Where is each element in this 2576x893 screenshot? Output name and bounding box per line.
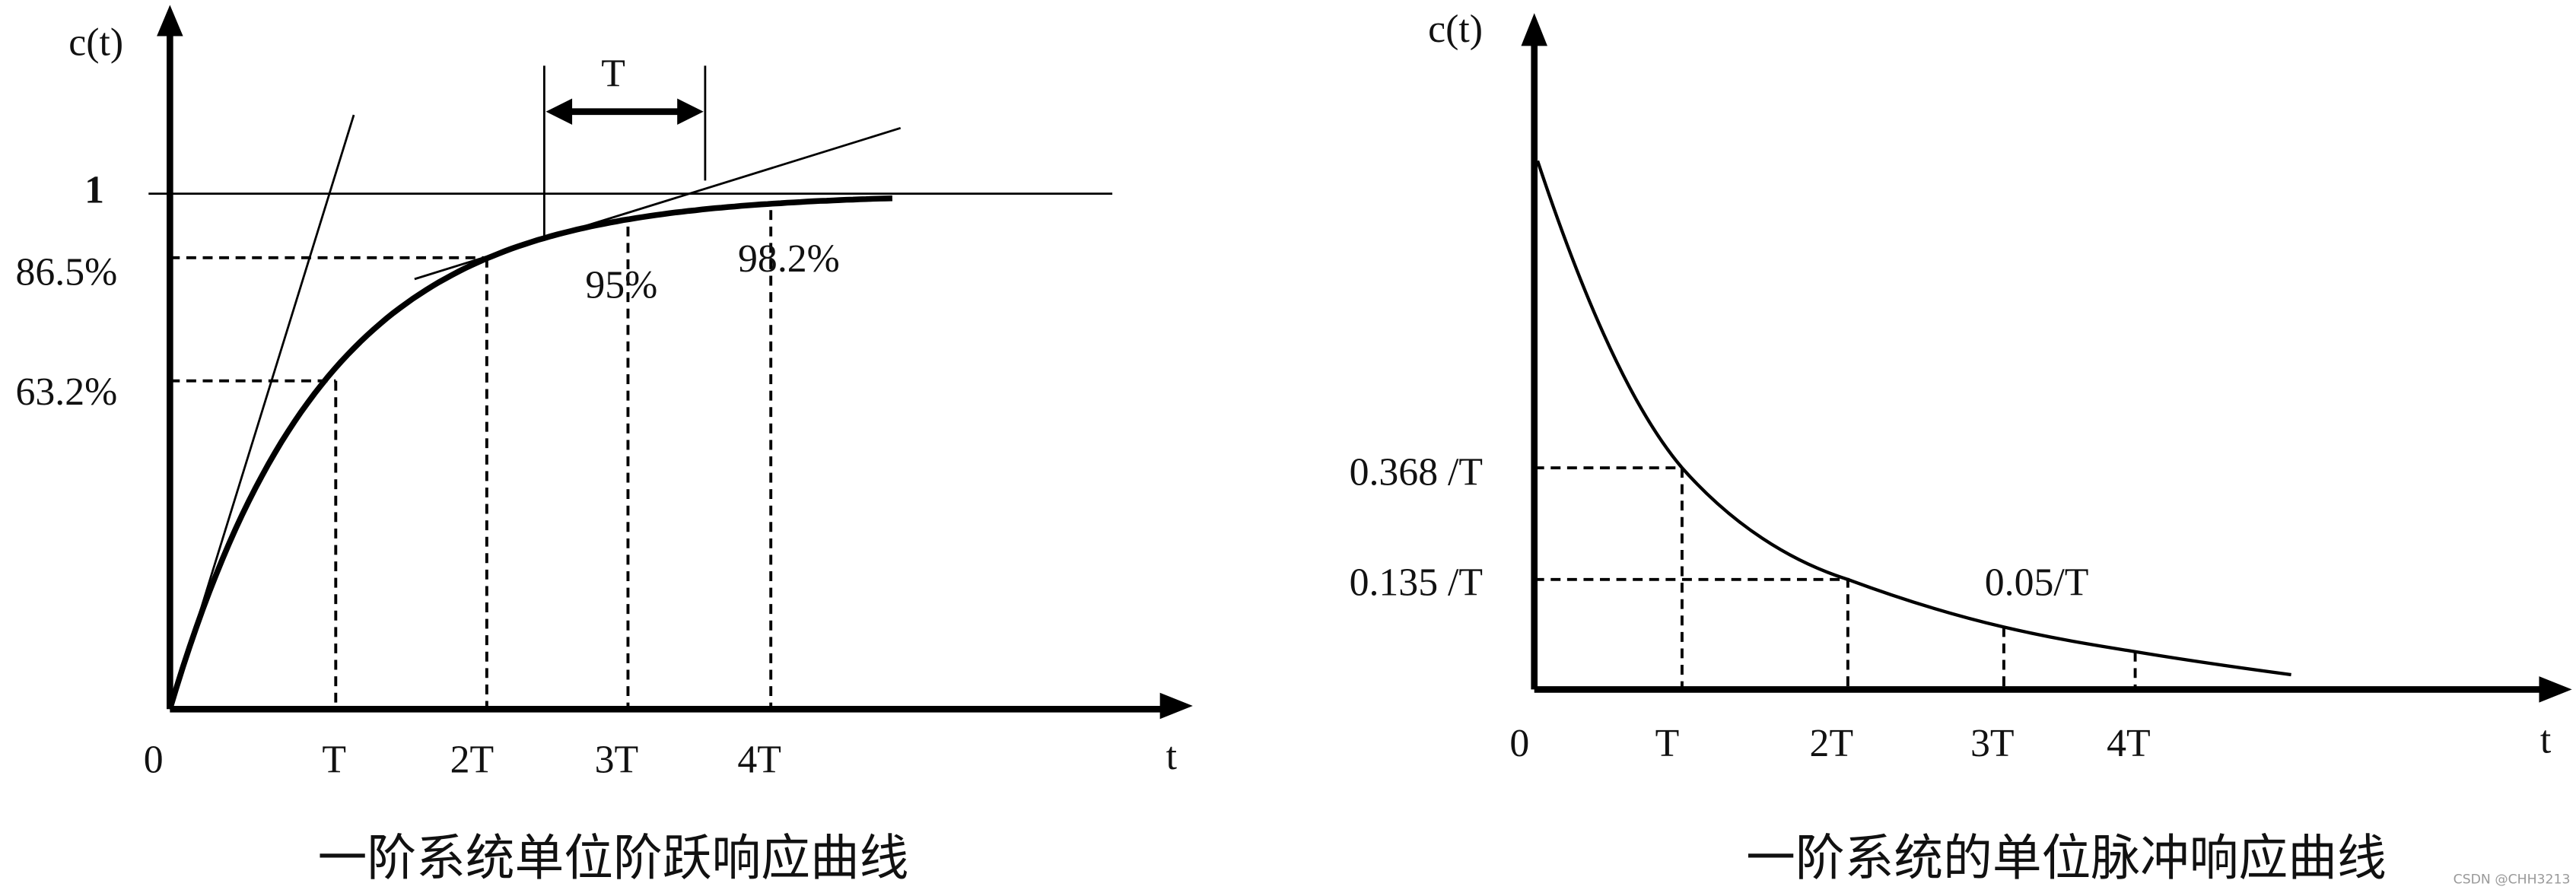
label: 98.2% <box>738 237 840 281</box>
caption: 一阶系统单位阶跃响应曲线 <box>318 831 909 886</box>
arrow <box>545 98 573 126</box>
tick: T <box>1655 722 1680 765</box>
arrow <box>1159 692 1193 720</box>
caption: 一阶系统的单位脉冲响应曲线 <box>1746 831 2387 886</box>
arrow <box>157 5 183 37</box>
label: 86.5% <box>15 250 117 294</box>
tick: 2T <box>450 738 495 781</box>
bracket-label: T <box>601 52 625 95</box>
impulse-chart: c(t) 0.368 /T 0.135 /T 0.05/T 0 T 2T 3T … <box>1350 8 2572 886</box>
tick: 3T <box>1970 722 2015 765</box>
arrow <box>2539 676 2572 703</box>
label: 0.135 /T <box>1350 561 1483 604</box>
step-chart: c(t) 1 86.5% 63.2% 95% 98.2% T 0 T 2T 3T… <box>15 5 1193 886</box>
level-label: 1 <box>84 169 104 212</box>
step-curve <box>167 195 892 710</box>
guide-lines <box>170 210 773 710</box>
tick: 4T <box>737 738 781 781</box>
arrow <box>1521 13 1547 46</box>
y-label: c(t) <box>1428 8 1483 51</box>
watermark: CSDN @CHH3213 <box>2454 872 2571 888</box>
tick: 2T <box>1810 722 1854 765</box>
tick: 3T <box>595 738 639 781</box>
x-label: t <box>1166 735 1178 778</box>
label: 0.368 /T <box>1350 451 1483 494</box>
tick: 0 <box>144 738 164 781</box>
impulse-curve <box>1535 160 2291 677</box>
label: 0.05/T <box>1985 561 2089 604</box>
tick: 4T <box>2107 722 2151 765</box>
x-label: t <box>2540 719 2552 762</box>
label: 63.2% <box>15 370 117 414</box>
label: 95% <box>585 264 657 307</box>
arrow <box>677 98 704 126</box>
tick: T <box>322 738 346 781</box>
tick: 0 <box>1509 722 1529 765</box>
y-label: c(t) <box>68 21 123 64</box>
